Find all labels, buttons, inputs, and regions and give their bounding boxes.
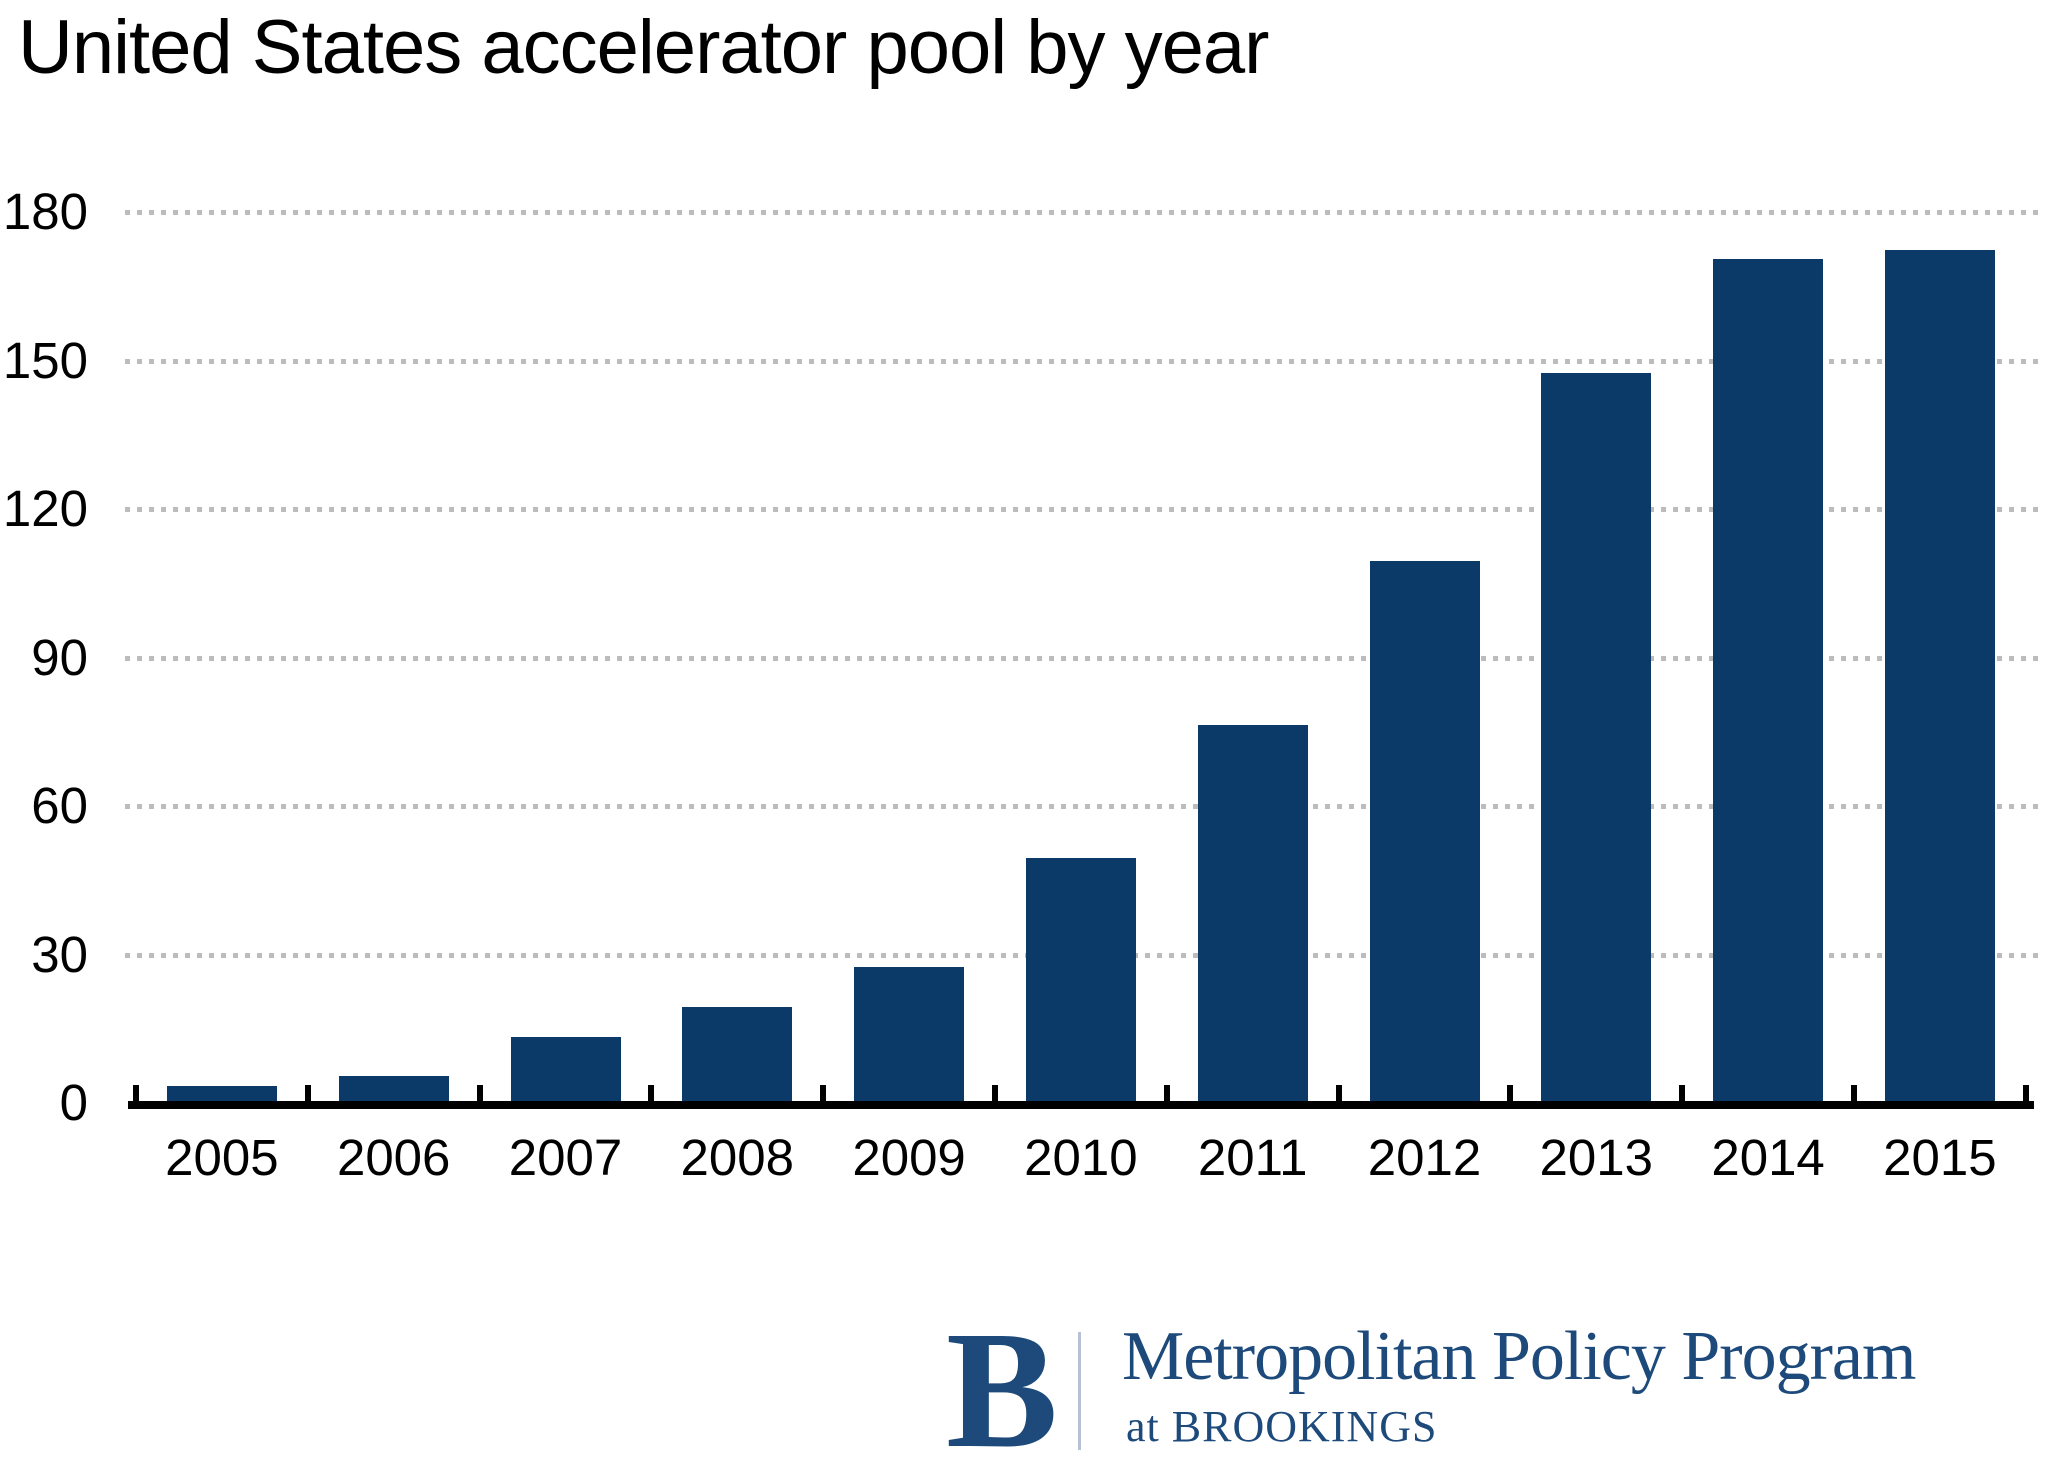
x-axis-label-2013: 2013 (1539, 1129, 1654, 1186)
x-axis-label-2014: 2014 (1711, 1129, 1825, 1186)
x-axis-tick-3 (648, 1085, 655, 1101)
bar-2014 (1713, 259, 1824, 1101)
bar-2008 (682, 1007, 793, 1101)
x-axis-label-2009: 2009 (852, 1129, 966, 1186)
x-axis-tick-4 (820, 1085, 827, 1101)
x-axis-label-2005: 2005 (165, 1129, 279, 1186)
x-axis-label-2011: 2011 (1197, 1129, 1308, 1186)
x-axis-tick-5 (992, 1085, 998, 1101)
x-axis-label-2006: 2006 (336, 1129, 451, 1186)
gridline-180 (125, 210, 2040, 215)
x-axis-label-2012: 2012 (1367, 1129, 1482, 1186)
x-axis-tick-0 (133, 1085, 139, 1101)
gridline-60 (125, 804, 2040, 809)
bar-2012 (1369, 561, 1480, 1101)
x-axis-tick-1 (304, 1085, 311, 1101)
x-axis-label-2007: 2007 (508, 1129, 623, 1186)
y-axis-label-120: 120 (2, 480, 88, 537)
gridline-90 (125, 655, 2040, 661)
y-axis-label-150: 150 (2, 331, 88, 389)
y-axis-label-90: 90 (31, 628, 88, 686)
x-axis-label-2008: 2008 (680, 1129, 795, 1186)
bar-2006 (338, 1076, 449, 1101)
bar-2005 (166, 1086, 277, 1101)
bar-2011 (1197, 725, 1308, 1101)
logo-sub-brand: at BROOKINGS (1126, 1402, 1438, 1451)
x-axis-tick-9 (1679, 1085, 1686, 1101)
x-axis-label-2010: 2010 (1024, 1129, 1138, 1186)
y-axis-label-0: 0 (59, 1074, 88, 1131)
brookings-b-logo-icon: B (946, 1297, 1059, 1460)
x-axis-label-2015: 2015 (1883, 1129, 1997, 1186)
gridline-120 (125, 507, 2040, 512)
logo-program-name: Metropolitan Policy Program (1122, 1318, 1916, 1395)
gridline-150 (125, 358, 2040, 364)
x-axis-line (128, 1101, 2034, 1109)
x-axis-tick-8 (1507, 1085, 1514, 1101)
logo-divider (1078, 1332, 1081, 1450)
x-axis-tick-7 (1335, 1085, 1342, 1101)
x-axis-tick-6 (1163, 1085, 1170, 1101)
bar-2013 (1541, 373, 1652, 1101)
y-axis-label-180: 180 (2, 183, 88, 240)
x-axis-tick-11 (2022, 1085, 2029, 1101)
bar-2007 (510, 1037, 621, 1101)
bar-2010 (1025, 858, 1136, 1101)
bar-2015 (1884, 250, 1995, 1101)
y-axis-label-30: 30 (31, 925, 88, 983)
x-axis-tick-10 (1851, 1085, 1857, 1101)
chart-title: United States accelerator pool by year (18, 5, 1269, 90)
y-axis-label-60: 60 (31, 777, 88, 834)
bar-2009 (854, 967, 965, 1101)
x-axis-tick-2 (476, 1085, 483, 1101)
